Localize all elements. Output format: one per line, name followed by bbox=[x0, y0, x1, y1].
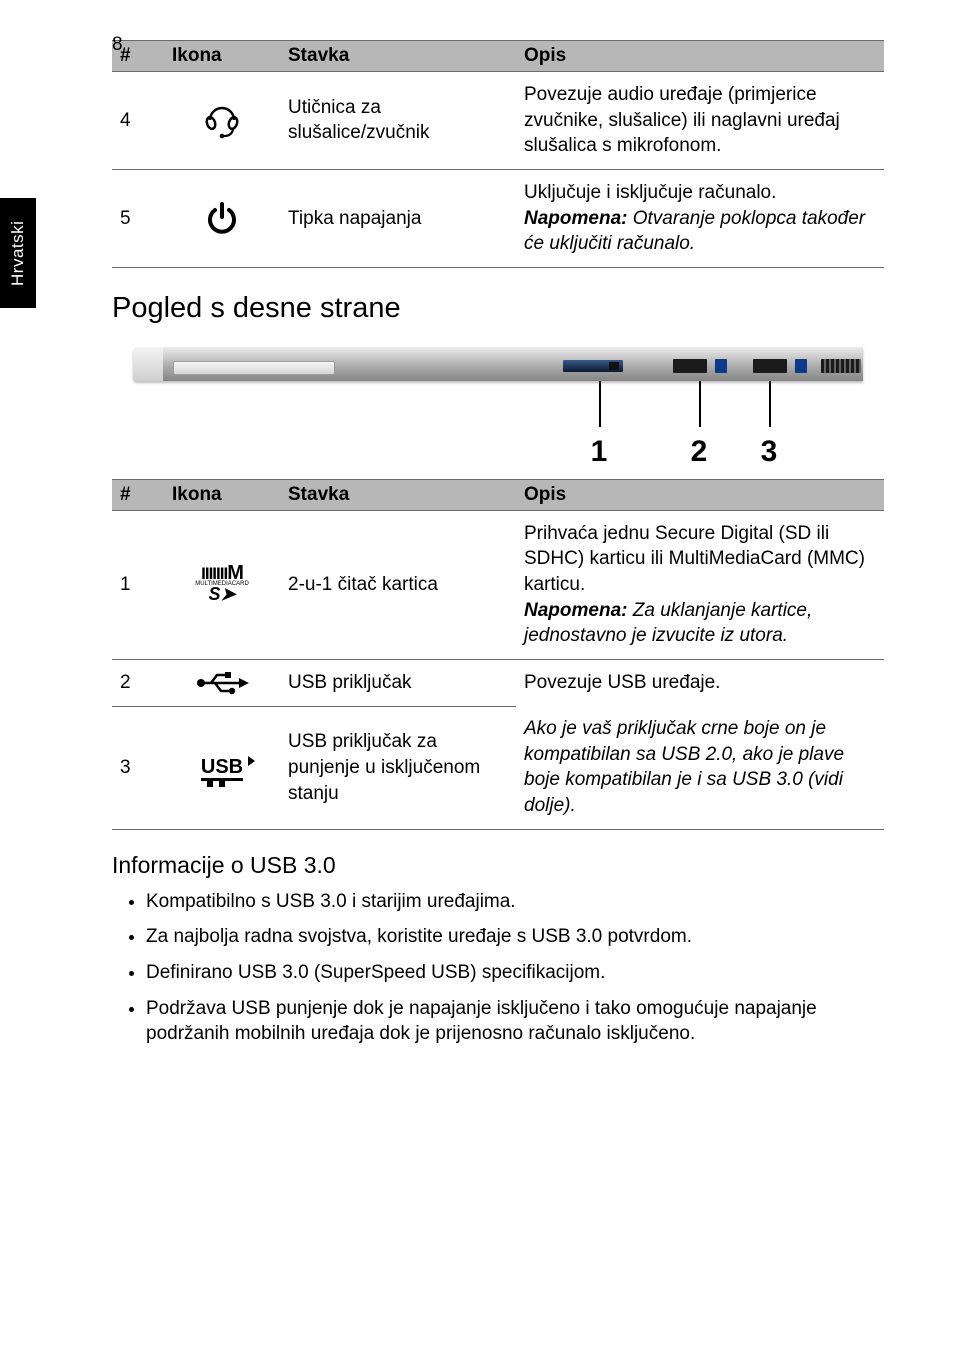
page-number: 8 bbox=[112, 34, 123, 56]
table-row: 4 Utičnica za slušalice/zvučnik Povezuje… bbox=[112, 72, 884, 170]
row-num: 1 bbox=[112, 510, 164, 659]
callout-line bbox=[599, 381, 601, 427]
usb-info-title: Informacije o USB 3.0 bbox=[112, 852, 884, 879]
row-item: USB priključak za punjenje u isključenom… bbox=[280, 706, 516, 829]
row-desc: Prihvaća jednu Secure Digital (SD ili SD… bbox=[516, 510, 884, 659]
table-row: 2 USB priključak Povezuje U bbox=[112, 660, 884, 707]
usb-info-list: Kompatibilno s USB 3.0 i starijim uređaj… bbox=[112, 889, 884, 1047]
table-row: 3 USB USB priključak za punjenje u isklj… bbox=[112, 706, 884, 829]
desc-pre: Uključuje i isključuje računalo. bbox=[524, 182, 776, 203]
table-continued: # Ikona Stavka Opis 4 bbox=[112, 40, 884, 268]
usb-charge-icon: USB bbox=[164, 706, 280, 829]
col-header-item: Stavka bbox=[280, 479, 516, 510]
usb-icon bbox=[164, 660, 280, 707]
usb-port-graphic bbox=[753, 359, 787, 373]
table-right-side: # Ikona Stavka Opis 1 IIIIIIIM MULTIMEDI… bbox=[112, 479, 884, 830]
laptop-right-side-illustration bbox=[133, 347, 863, 381]
desc-bold: Napomena: bbox=[524, 600, 627, 621]
row-item: Tipka napajanja bbox=[280, 169, 516, 267]
page: 8 Hrvatski # Ikona Stavka Opis 4 bbox=[0, 0, 954, 1369]
col-header-desc: Opis bbox=[516, 479, 884, 510]
table-row: 5 Tipka napajanja Uključuje i isključuje… bbox=[112, 169, 884, 267]
right-side-figure: 1 2 3 bbox=[112, 347, 884, 471]
callout-label: 3 bbox=[761, 435, 778, 469]
language-side-tab: Hrvatski bbox=[0, 198, 36, 308]
usb-port-inner-graphic bbox=[715, 359, 727, 373]
sd-slot-graphic bbox=[563, 360, 623, 372]
col-header-icon: Ikona bbox=[164, 479, 280, 510]
col-header-item: Stavka bbox=[280, 41, 516, 72]
callout-label: 1 bbox=[591, 435, 608, 469]
desc-bold: Napomena: bbox=[524, 208, 627, 229]
table-row: # Ikona Stavka Opis bbox=[112, 479, 884, 510]
headset-icon bbox=[164, 72, 280, 170]
usb-port-graphic bbox=[673, 359, 707, 373]
callout-line bbox=[699, 381, 701, 427]
row-num: 3 bbox=[112, 706, 164, 829]
power-icon bbox=[164, 169, 280, 267]
row-item: USB priključak bbox=[280, 660, 516, 707]
section-title-right: Pogled s desne strane bbox=[112, 292, 884, 325]
row-desc: Povezuje USB uređaje. bbox=[516, 660, 884, 707]
table-row: # Ikona Stavka Opis bbox=[112, 41, 884, 72]
row-num: 2 bbox=[112, 660, 164, 707]
col-header-icon: Ikona bbox=[164, 41, 280, 72]
callout-container: 1 2 3 bbox=[133, 381, 863, 471]
row-item: Utičnica za slušalice/zvučnik bbox=[280, 72, 516, 170]
list-item: Za najbolja radna svojstva, koristite ur… bbox=[146, 924, 884, 950]
row-num: 5 bbox=[112, 169, 164, 267]
row-num: 4 bbox=[112, 72, 164, 170]
callout-label: 2 bbox=[691, 435, 708, 469]
list-item: Podržava USB punjenje dok je napajanje i… bbox=[146, 996, 884, 1047]
content-area: # Ikona Stavka Opis 4 bbox=[112, 40, 884, 1047]
mmc-icon: IIIIIIIM MULTIMEDIACARD S➤ bbox=[164, 510, 280, 659]
table-row: 1 IIIIIIIM MULTIMEDIACARD S➤ 2-u-1 čitač… bbox=[112, 510, 884, 659]
vent-graphic bbox=[821, 359, 861, 373]
list-item: Kompatibilno s USB 3.0 i starijim uređaj… bbox=[146, 889, 884, 915]
row-desc: Ako je vaš priključak crne boje on je ko… bbox=[516, 706, 884, 829]
row-desc: Povezuje audio uređaje (primjerice zvučn… bbox=[516, 72, 884, 170]
usb-port-inner-graphic bbox=[795, 359, 807, 373]
list-item: Definirano USB 3.0 (SuperSpeed USB) spec… bbox=[146, 960, 884, 986]
row-desc: Uključuje i isključuje računalo. Napomen… bbox=[516, 169, 884, 267]
callout-line bbox=[769, 381, 771, 427]
desc-italic: Ako je vaš priključak crne boje on je ko… bbox=[524, 718, 844, 816]
row-item: 2-u-1 čitač kartica bbox=[280, 510, 516, 659]
col-header-desc: Opis bbox=[516, 41, 884, 72]
col-header-num: # bbox=[112, 479, 164, 510]
desc-pre: Prihvaća jednu Secure Digital (SD ili SD… bbox=[524, 523, 865, 595]
